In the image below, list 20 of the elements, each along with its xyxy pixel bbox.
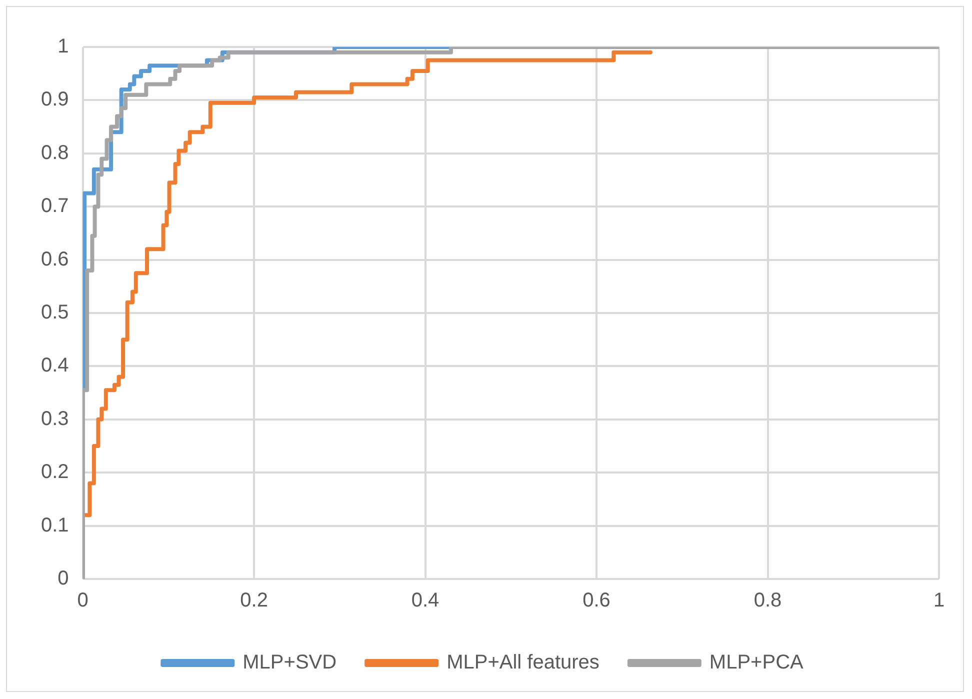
x-tick-label: 0.8 — [754, 590, 782, 612]
x-tick-label: 0.2 — [240, 590, 268, 612]
y-tick-label: 0 — [58, 568, 69, 590]
y-tick-label: 0.5 — [40, 302, 69, 324]
y-tick-label: 0.3 — [40, 408, 69, 430]
y-tick-label: 0.9 — [40, 88, 69, 111]
y-tick-label: 0.1 — [40, 514, 69, 536]
y-tick-label: 0.4 — [40, 354, 69, 377]
legend-label: MLP+PCA — [709, 652, 804, 674]
x-tick-label: 0.4 — [411, 590, 440, 612]
y-tick-label: 0.8 — [40, 142, 69, 164]
y-tick-label: 0.7 — [40, 195, 69, 218]
x-tick-label: 0.6 — [582, 590, 610, 612]
legend-label: MLP+All features — [446, 652, 600, 674]
legend-label: MLP+SVD — [242, 652, 337, 674]
y-tick-label: 0.6 — [40, 248, 69, 270]
x-tick-label: 0 — [77, 590, 88, 612]
x-tick-label: 1 — [933, 590, 945, 612]
y-tick-label: 0.2 — [40, 461, 69, 484]
y-tick-label: 1 — [58, 36, 69, 58]
